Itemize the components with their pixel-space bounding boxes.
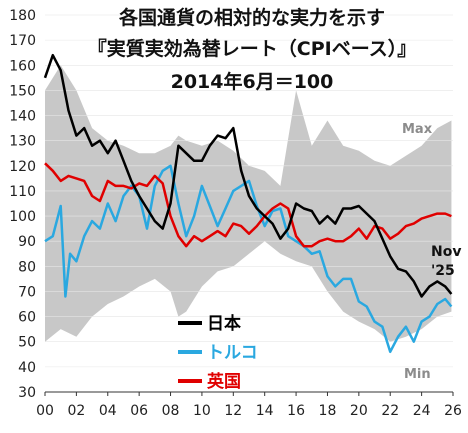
- x-tick-label-22: 22: [381, 403, 399, 419]
- y-tick-label-140: 140: [9, 109, 36, 125]
- series-line-uk: [44, 162, 452, 248]
- legend-label-japan: 日本: [207, 313, 241, 334]
- x-tick-label-10: 10: [193, 403, 211, 419]
- y-tick-label-60: 60: [18, 310, 36, 326]
- y-tick-label-40: 40: [18, 360, 36, 376]
- latest-date-label-month: Nov: [431, 244, 461, 260]
- y-tick-label-70: 70: [18, 284, 36, 300]
- x-tick-label-06: 06: [130, 403, 148, 419]
- x-tick-label-14: 14: [256, 403, 274, 419]
- y-tick-label-170: 170: [9, 33, 36, 49]
- band-max-label: Max: [402, 122, 433, 137]
- y-tick-label-150: 150: [9, 83, 36, 99]
- x-tick-label-00: 00: [36, 403, 54, 419]
- x-tick-label-16: 16: [287, 403, 305, 419]
- x-tick-label-08: 08: [162, 403, 180, 419]
- y-tick-label-160: 160: [9, 58, 36, 74]
- y-tick-label-120: 120: [9, 159, 36, 175]
- y-tick-label-30: 30: [18, 385, 36, 401]
- title-line-2: 『実質実効為替レート（CPIベース）』: [88, 37, 417, 60]
- chart-title: 各国通貨の相対的な実力を示す 『実質実効為替レート（CPIベース）』 2014年…: [88, 6, 417, 93]
- latest-date-label-year: '25: [431, 263, 455, 279]
- x-tick-label-04: 04: [99, 403, 117, 419]
- series-line-japan: [43, 53, 453, 298]
- y-tick-label-50: 50: [18, 335, 36, 351]
- range-band: [45, 65, 452, 342]
- legend-label-uk: 英国: [207, 371, 241, 392]
- x-tick-label-12: 12: [224, 403, 242, 419]
- y-tick-label-110: 110: [9, 184, 36, 200]
- x-tick-label-26: 26: [444, 403, 462, 419]
- y-tick-label-80: 80: [18, 259, 36, 275]
- legend-label-turkey: トルコ: [207, 343, 258, 363]
- legend: 日本 トルコ 英国: [178, 313, 258, 392]
- x-tick-label-20: 20: [350, 403, 368, 419]
- x-tick-label-24: 24: [413, 403, 431, 419]
- title-line-3: 2014年6月＝100: [171, 70, 334, 93]
- axis-layer: 30 40 50 60 70 80 90 100 110 120 130 140 150 160 170 18…: [9, 8, 462, 419]
- y-tick-label-180: 180: [9, 8, 36, 24]
- y-tick-label-90: 90: [18, 234, 36, 250]
- x-tick-label-02: 02: [67, 403, 85, 419]
- series-layer: [43, 53, 453, 354]
- x-tick-label-18: 18: [319, 403, 337, 419]
- y-tick-label-100: 100: [9, 209, 36, 225]
- y-tick-label-130: 130: [9, 134, 36, 150]
- title-line-1: 各国通貨の相対的な実力を示す: [118, 6, 385, 29]
- band-min-label: Min: [404, 367, 431, 382]
